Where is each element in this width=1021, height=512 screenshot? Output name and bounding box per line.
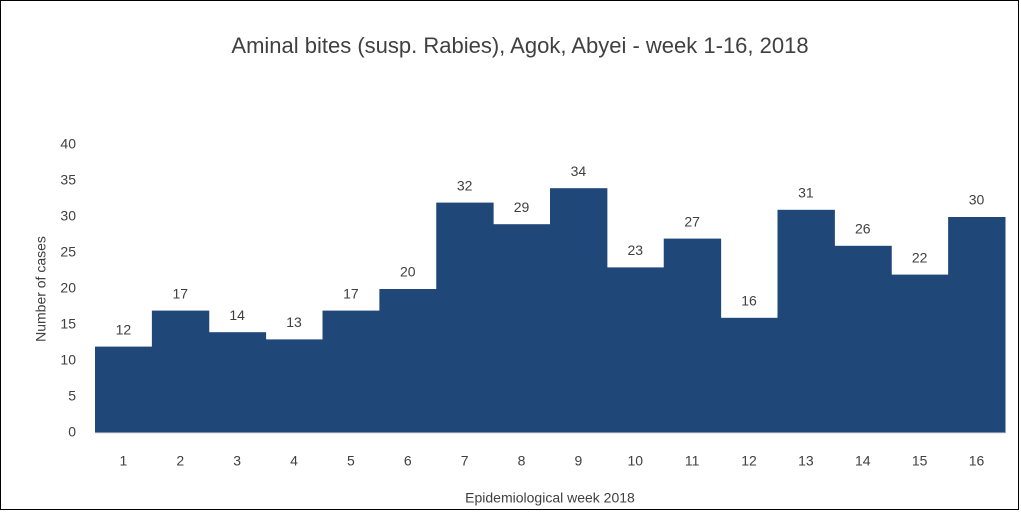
chart-title: Aminal bites (susp. Rabies), Agok, Abyei… — [231, 33, 808, 58]
x-axis-title: Epidemiological week 2018 — [465, 490, 635, 506]
x-tick-label: 3 — [233, 453, 241, 469]
y-tick-label: 10 — [60, 352, 76, 368]
value-label: 13 — [286, 314, 302, 330]
bar — [663, 238, 722, 433]
value-label: 30 — [969, 192, 985, 208]
bar — [606, 267, 665, 433]
x-tick-label: 13 — [798, 453, 814, 469]
y-tick-label: 5 — [68, 388, 76, 404]
y-tick-label: 40 — [60, 136, 76, 152]
bar — [948, 217, 1006, 433]
y-tick-label: 25 — [60, 244, 76, 260]
value-label: 20 — [400, 264, 416, 280]
bar — [265, 339, 323, 433]
x-tick-label: 11 — [685, 453, 700, 469]
y-axis-title: Number of cases — [33, 236, 49, 342]
bar — [151, 310, 210, 433]
value-label: 32 — [457, 177, 473, 193]
value-label: 27 — [684, 213, 700, 229]
x-tick-label: 6 — [404, 453, 412, 469]
x-tick-label: 7 — [461, 453, 469, 469]
x-tick-label: 10 — [628, 453, 644, 469]
value-label: 17 — [343, 285, 359, 301]
x-tick-label: 16 — [969, 453, 985, 469]
bar — [720, 317, 778, 433]
bar — [493, 224, 551, 433]
x-tick-label: 15 — [912, 453, 928, 469]
y-tick-label: 20 — [60, 280, 76, 296]
value-label: 26 — [855, 221, 871, 237]
x-tick-label: 5 — [347, 453, 355, 469]
value-label: 29 — [514, 199, 530, 215]
value-label: 16 — [741, 293, 757, 309]
bar — [322, 310, 380, 433]
bar — [834, 245, 892, 433]
bar — [777, 209, 835, 433]
value-label: 12 — [116, 321, 132, 337]
y-tick-label: 35 — [60, 172, 76, 188]
value-label: 22 — [912, 249, 928, 265]
value-label: 31 — [798, 185, 814, 201]
x-tick-label: 14 — [855, 453, 871, 469]
value-label: 14 — [229, 307, 245, 323]
y-tick-label: 15 — [60, 316, 76, 332]
x-tick-label: 4 — [290, 453, 298, 469]
x-tick-label: 12 — [741, 453, 757, 469]
bar — [436, 202, 494, 433]
x-tick-label: 1 — [120, 453, 128, 469]
y-tick-label: 0 — [68, 424, 76, 440]
x-tick-label: 8 — [518, 453, 526, 469]
bar — [95, 346, 153, 433]
bar — [208, 332, 267, 433]
y-tick-label: 30 — [60, 208, 76, 224]
bar — [550, 188, 608, 433]
value-label: 34 — [571, 163, 587, 179]
value-label: 17 — [173, 285, 189, 301]
x-tick-label: 9 — [575, 453, 583, 469]
bar — [379, 289, 437, 433]
value-label: 23 — [628, 242, 644, 258]
bar — [891, 274, 949, 433]
x-tick-label: 2 — [176, 453, 184, 469]
